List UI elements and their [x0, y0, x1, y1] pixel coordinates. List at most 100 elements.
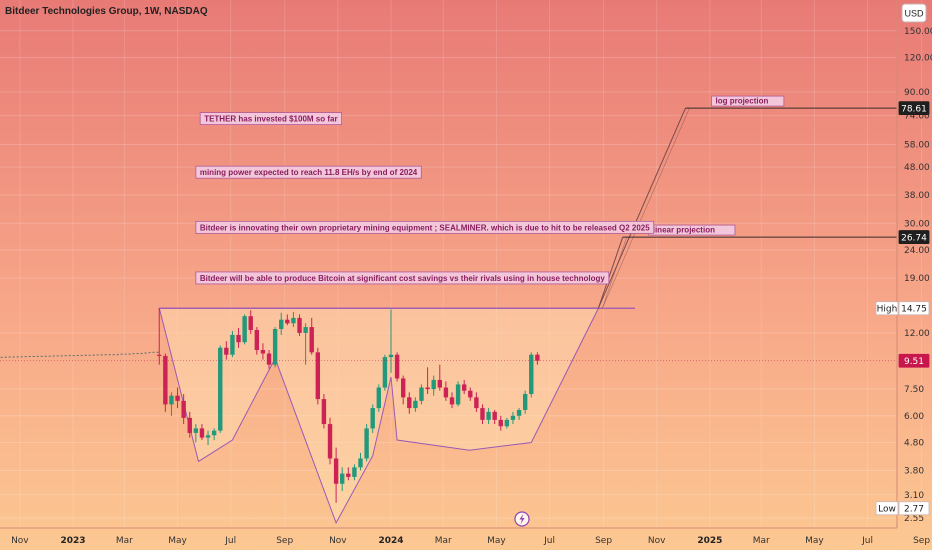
candle[interactable]	[370, 404, 375, 433]
candle[interactable]	[163, 353, 168, 412]
candle-body	[413, 400, 418, 409]
candle[interactable]	[272, 327, 278, 368]
candle[interactable]	[388, 309, 394, 373]
annotation-note[interactable]: TETHER has invested $100M so far	[199, 112, 342, 125]
price-axis[interactable]: 150.00 120.00 90.00 74.00 58.00 48.00 38.00 30.…	[904, 27, 932, 524]
candle[interactable]	[443, 381, 449, 401]
candle[interactable]	[492, 409, 497, 425]
time-axis[interactable]: Nov 2023 Mar May Jul Sep Nov 2024 Mar May Jul Sep No…	[11, 536, 930, 546]
y-tick-label: 24.00	[904, 246, 930, 256]
price-tag-name: Low	[878, 504, 896, 514]
candle[interactable]	[236, 328, 241, 348]
annotation-note[interactable]: Bitdeer is innovating their own propriet…	[195, 220, 655, 234]
candle[interactable]	[266, 350, 272, 369]
x-tick-label: Jul	[224, 536, 236, 546]
candle[interactable]	[455, 381, 461, 407]
candle[interactable]	[157, 308, 162, 365]
annotation-note[interactable]: Bitdeer will be able to produce Bitcoin …	[195, 271, 610, 285]
candle[interactable]	[248, 310, 253, 334]
lightning-icon[interactable]	[514, 511, 530, 527]
candle-body	[382, 357, 388, 388]
candle-body	[303, 327, 308, 333]
candle[interactable]	[199, 424, 205, 441]
y-tick-label: 90.00	[904, 88, 930, 98]
candle[interactable]	[321, 394, 327, 429]
candle[interactable]	[376, 384, 382, 412]
candle-body	[535, 354, 540, 361]
candle[interactable]	[510, 411, 516, 425]
price-tag-value: 78.61	[901, 104, 927, 114]
candle[interactable]	[303, 323, 308, 365]
candle[interactable]	[498, 415, 503, 431]
candle[interactable]	[309, 317, 314, 355]
candle[interactable]	[468, 387, 473, 401]
y-tick-label: 3.10	[904, 491, 924, 501]
candle[interactable]	[346, 467, 351, 481]
candle-body	[474, 397, 479, 409]
candle[interactable]	[327, 417, 333, 465]
candle[interactable]	[297, 314, 302, 336]
y-tick-label: 12.00	[904, 329, 930, 339]
candle[interactable]	[400, 375, 406, 405]
candle[interactable]	[260, 343, 266, 360]
candle[interactable]	[480, 404, 485, 425]
candle[interactable]	[224, 341, 229, 360]
x-tick-label: 2024	[378, 536, 403, 546]
currency-button[interactable]: USD	[901, 3, 927, 23]
candle[interactable]	[285, 314, 290, 326]
candle[interactable]	[333, 447, 339, 503]
candle[interactable]	[474, 392, 479, 412]
candle[interactable]	[461, 379, 467, 395]
candle[interactable]	[413, 397, 418, 412]
candle[interactable]	[279, 312, 284, 335]
candle[interactable]	[425, 367, 430, 395]
candle[interactable]	[218, 345, 223, 433]
candle[interactable]	[394, 352, 400, 382]
candle[interactable]	[352, 464, 357, 481]
candle[interactable]	[522, 390, 528, 414]
candle[interactable]	[407, 392, 412, 414]
log-projection[interactable]: log projection	[597, 95, 932, 309]
x-tick-label: Sep	[595, 536, 612, 546]
candle[interactable]	[529, 352, 534, 398]
candle[interactable]	[382, 354, 388, 391]
candle[interactable]	[242, 314, 247, 345]
candle[interactable]	[504, 417, 510, 429]
candle[interactable]	[340, 467, 345, 491]
candle[interactable]	[211, 428, 217, 441]
candle-body	[376, 387, 382, 409]
candle[interactable]	[516, 408, 522, 420]
candles-layer[interactable]	[0, 308, 897, 503]
annotation-note[interactable]: mining power expected to reach 11.8 EH/s…	[195, 165, 422, 179]
candle[interactable]	[291, 311, 296, 328]
candle[interactable]	[535, 352, 540, 365]
candle-body	[169, 395, 174, 405]
candle[interactable]	[437, 364, 442, 391]
candle-body	[230, 334, 235, 355]
candle[interactable]	[358, 452, 363, 471]
price-tag-box	[898, 101, 930, 115]
candle[interactable]	[254, 327, 260, 355]
annotations-layer[interactable]: TETHER has invested $100M so far mining p…	[195, 112, 655, 285]
candle-body	[181, 400, 186, 418]
candle[interactable]	[431, 375, 436, 396]
y-tick-label: 38.00	[904, 191, 930, 201]
candle[interactable]	[193, 424, 199, 443]
candle[interactable]	[169, 392, 174, 416]
candle[interactable]	[205, 430, 211, 446]
annotation-box	[195, 271, 610, 285]
candle[interactable]	[230, 330, 235, 358]
candle-body	[400, 378, 406, 398]
candle[interactable]	[419, 384, 424, 405]
candle[interactable]	[187, 411, 192, 438]
candle[interactable]	[486, 408, 491, 425]
candle[interactable]	[175, 387, 180, 409]
candle[interactable]	[315, 347, 321, 405]
candle[interactable]	[364, 424, 369, 462]
candle[interactable]	[449, 392, 455, 409]
candle-body	[272, 328, 278, 365]
candle[interactable]	[181, 394, 186, 425]
price-tag-box	[898, 353, 930, 368]
